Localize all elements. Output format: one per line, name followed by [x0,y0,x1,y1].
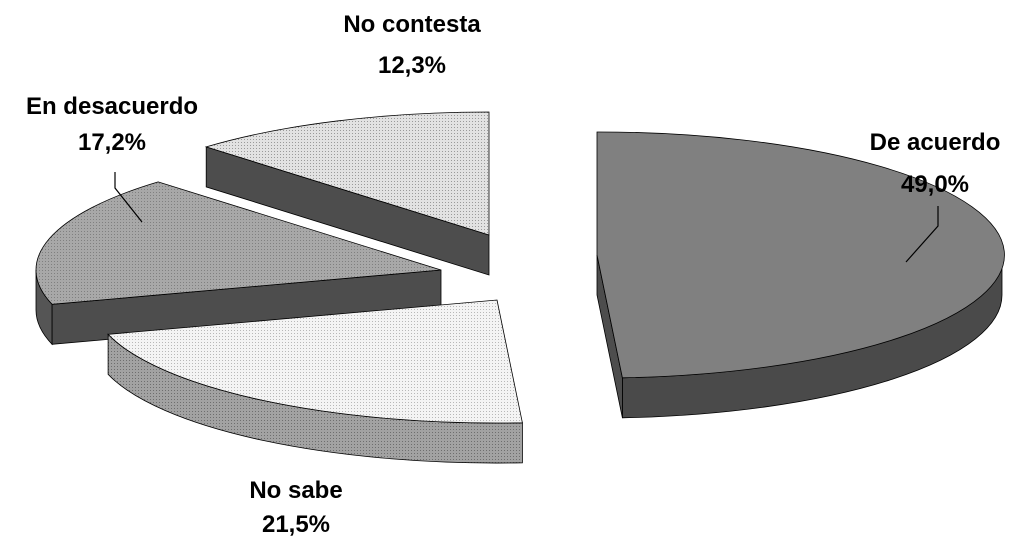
slice-label-no-contesta: No contesta 12,3% [343,11,481,79]
slice-value-en-desacuerdo: 17,2% [78,129,146,156]
leader-line-en-desacuerdo [114,172,143,223]
slice-top-no-sabe [107,299,523,424]
slice-value-de-acuerdo: 49,0% [901,171,969,198]
slice-de-acuerdo [596,131,1005,419]
slice-en-desacuerdo [35,181,442,346]
slice-top-de-acuerdo [596,131,1005,379]
slice-label-de-acuerdo: De acuerdo 49,0% [870,129,1001,198]
slice-no-sabe [107,299,523,464]
slice-name-de-acuerdo: De acuerdo [870,129,1001,156]
pie-slices [35,111,1005,464]
slice-name-en-desacuerdo: En desacuerdo [26,93,198,120]
slice-label-en-desacuerdo: En desacuerdo 17,2% [26,93,198,156]
slice-no-contesta [204,111,490,276]
slice-top-en-desacuerdo [35,181,442,305]
slice-label-no-sabe: No sabe 21,5% [249,477,342,538]
slice-top-no-contesta [204,111,490,236]
leader-lines [114,172,939,263]
slice-name-no-contesta: No contesta [343,11,481,38]
leader-line-de-acuerdo [905,206,939,263]
slice-value-no-contesta: 12,3% [378,52,446,79]
slice-value-no-sabe: 21,5% [262,511,330,538]
slice-name-no-sabe: No sabe [249,477,342,504]
